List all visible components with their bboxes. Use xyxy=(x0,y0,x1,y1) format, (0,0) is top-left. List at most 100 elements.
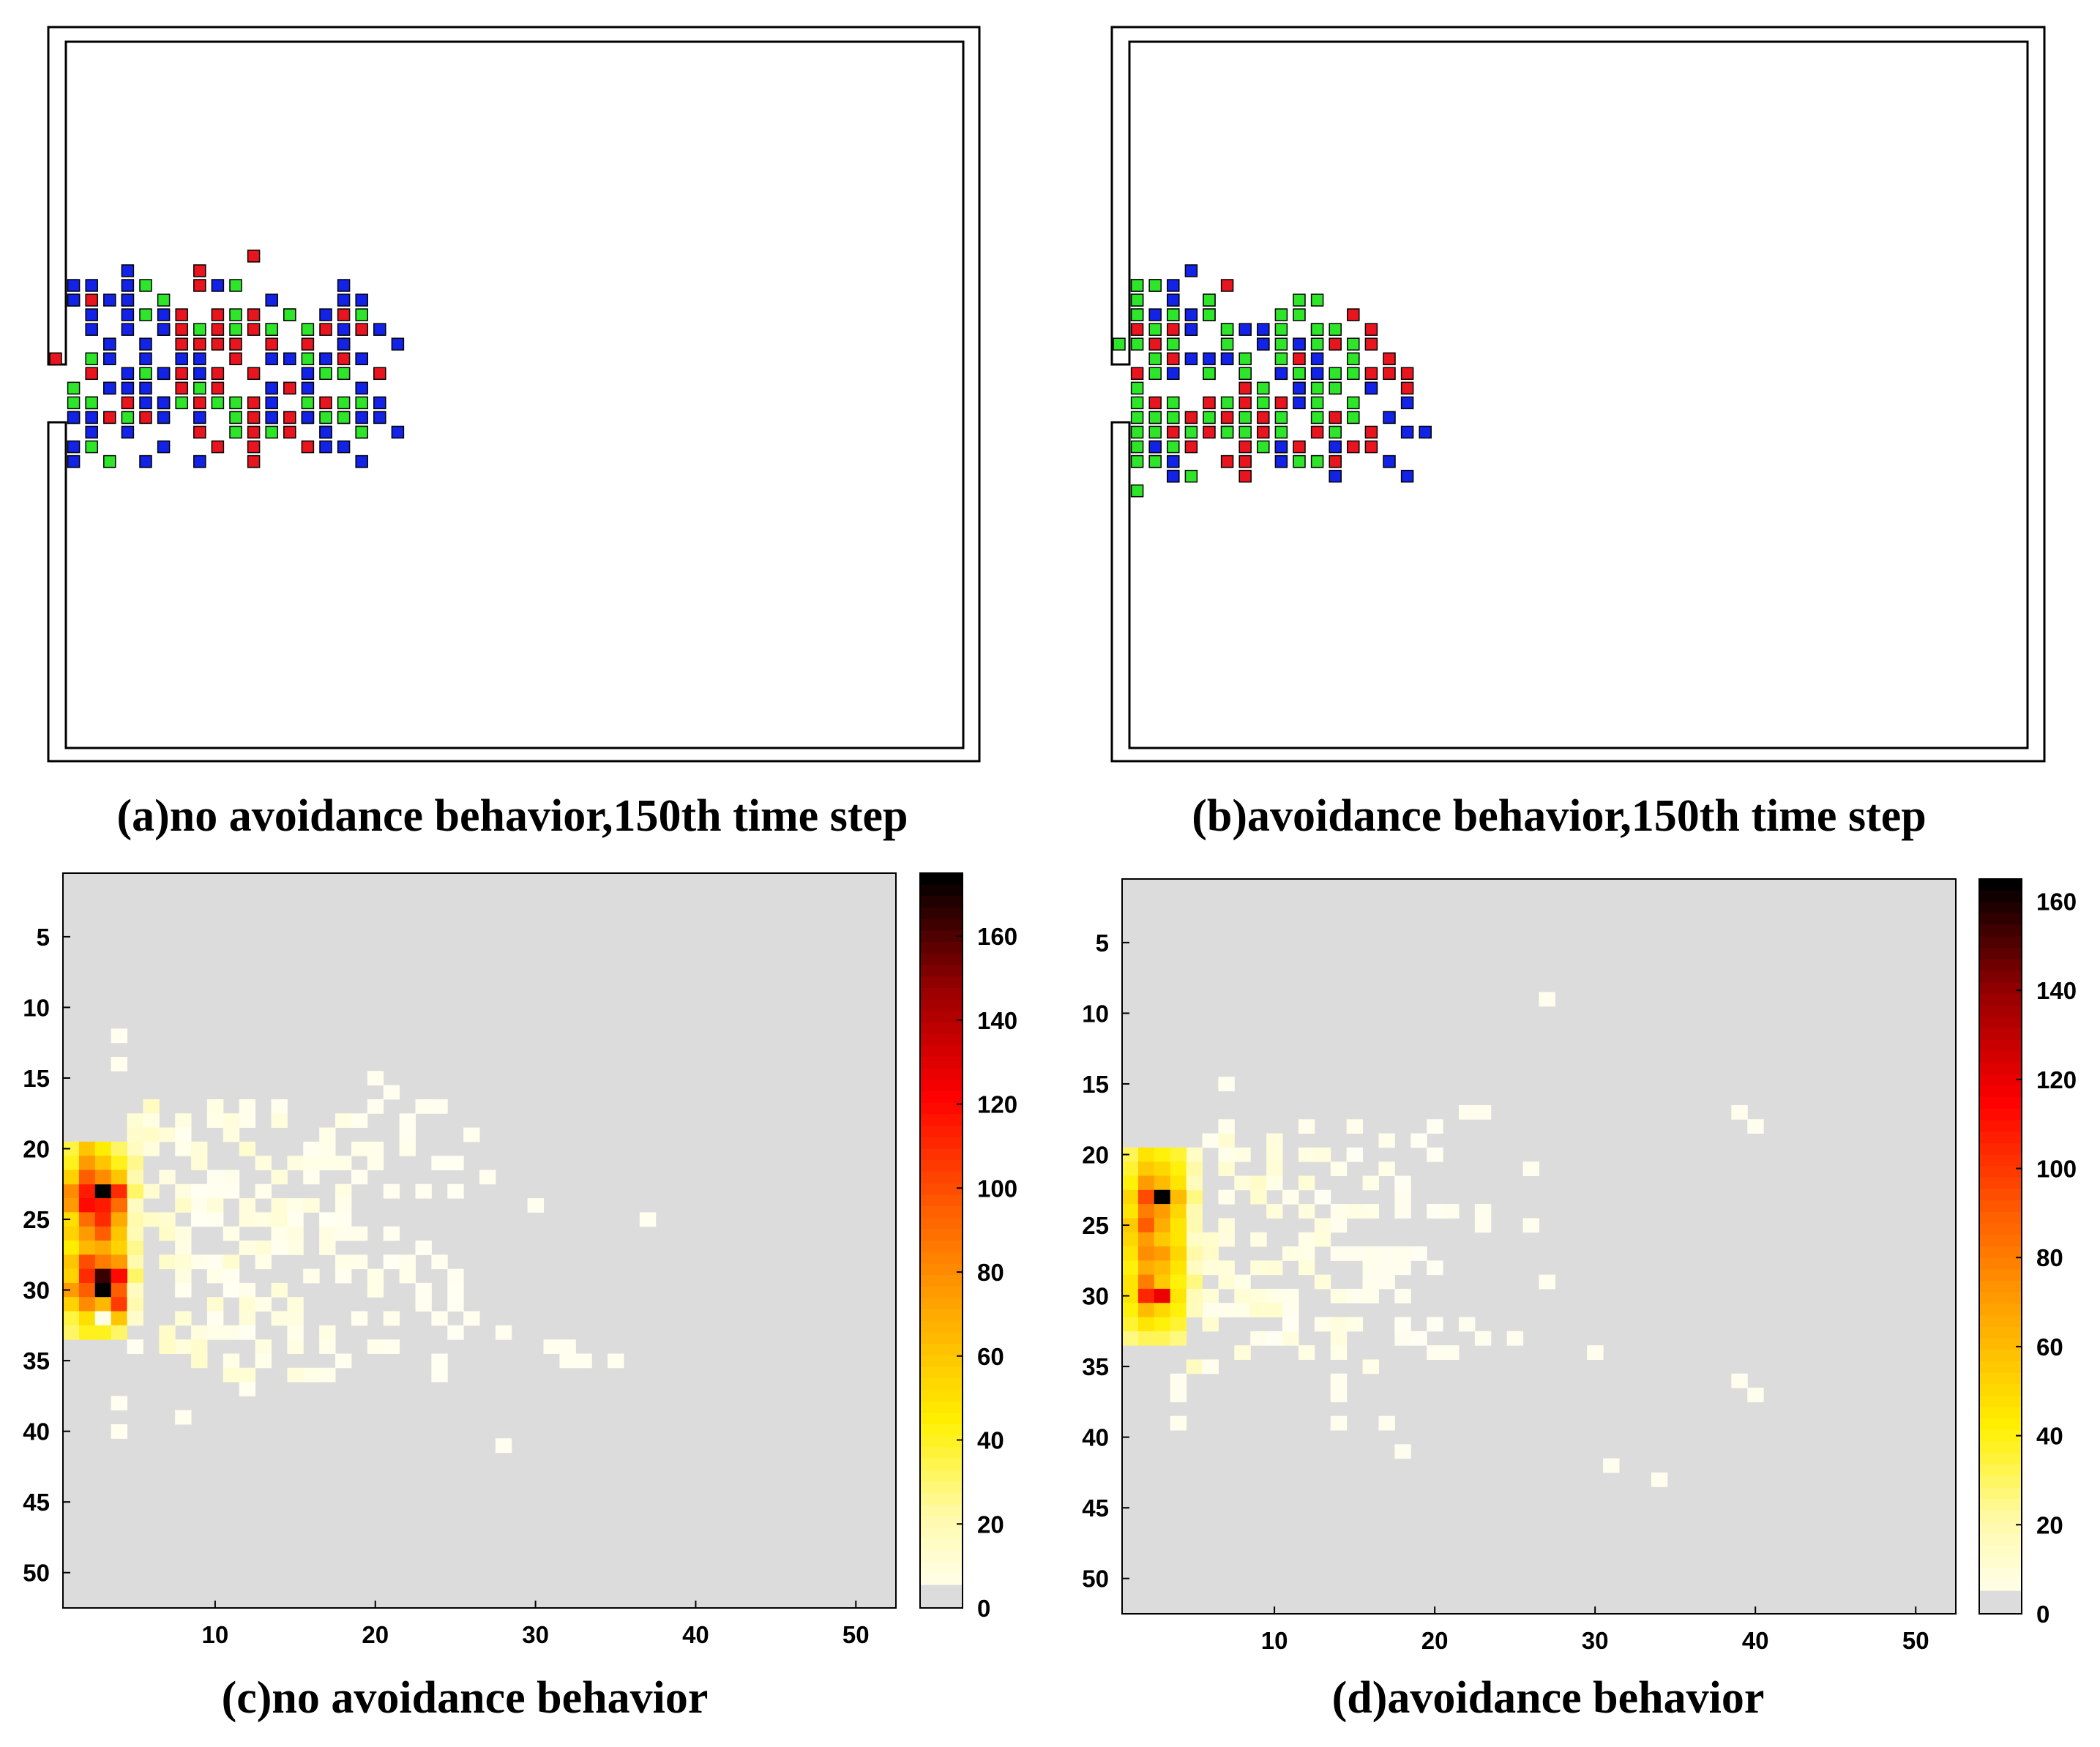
agent-red xyxy=(1148,396,1162,410)
heatmap-cell xyxy=(383,1085,400,1100)
heatmap-cell xyxy=(1539,992,1555,1007)
agent-green xyxy=(85,440,98,454)
agent-red xyxy=(211,440,225,454)
agent-blue xyxy=(157,367,171,381)
agent-red xyxy=(247,396,261,410)
agent-green xyxy=(1203,367,1216,381)
panel-a-room: (a)no avoidance behavior,150th time step xyxy=(47,26,981,841)
heatmap-cell xyxy=(271,1198,288,1213)
agent-red xyxy=(175,381,188,395)
x-tick-label: 20 xyxy=(362,1621,389,1648)
agent-green xyxy=(1274,337,1288,351)
heatmap-cell xyxy=(239,1113,256,1129)
heatmap-cell xyxy=(159,1226,176,1241)
heatmap-cell xyxy=(1378,1161,1395,1176)
colorbar-tick-label: 120 xyxy=(2036,1066,2077,1093)
agent-blue xyxy=(1400,425,1414,439)
heatmap-cell xyxy=(1170,1218,1187,1233)
agent-green xyxy=(229,411,242,424)
heatmap-cell xyxy=(1747,1119,1764,1134)
colorbar-segment xyxy=(920,1481,963,1494)
heatmap-cell xyxy=(1234,1303,1251,1318)
heatmap-cell xyxy=(1298,1260,1315,1276)
agent-red xyxy=(85,293,98,307)
heatmap-cell xyxy=(1137,1317,1155,1332)
colorbar-segment xyxy=(920,953,963,966)
heatmap-cell xyxy=(1266,1331,1283,1346)
heatmap-cell xyxy=(127,1297,143,1312)
heatmap-cell xyxy=(303,1141,320,1156)
heatmap-cell xyxy=(1266,1175,1283,1191)
heatmap-cell xyxy=(1154,1288,1171,1303)
heatmap-cell xyxy=(319,1339,336,1354)
heatmap-cell xyxy=(78,1297,96,1312)
colorbar-segment xyxy=(1979,879,2022,891)
heatmap-cell xyxy=(271,1241,288,1255)
agent-blue xyxy=(1400,469,1414,483)
agent-red xyxy=(1220,279,1234,292)
heatmap-cell xyxy=(1394,1317,1411,1332)
agent-blue xyxy=(1184,308,1198,321)
heatmap-cell xyxy=(319,1325,336,1340)
agent-red xyxy=(1220,454,1234,468)
agent-green xyxy=(1130,454,1144,468)
agent-green xyxy=(103,454,116,468)
agent-blue xyxy=(1310,367,1324,381)
heatmap-cell xyxy=(447,1325,464,1340)
heatmap-cell xyxy=(1266,1133,1283,1148)
agent-red xyxy=(85,367,98,381)
agent-green xyxy=(1310,454,1324,468)
heatmap-cell xyxy=(1170,1246,1187,1261)
heatmap-cell xyxy=(78,1156,96,1170)
heatmap-cell xyxy=(1282,1303,1299,1318)
agent-green xyxy=(355,396,368,410)
heatmap-cell xyxy=(1186,1218,1203,1233)
heatmap-cell xyxy=(1330,1345,1348,1360)
colorbar-segment xyxy=(1979,1039,2022,1052)
agent-blue xyxy=(85,308,98,321)
colorbar-segment xyxy=(920,1389,963,1402)
agent-blue xyxy=(1167,469,1180,483)
agent-red xyxy=(229,337,242,351)
y-tick-label: 10 xyxy=(23,994,50,1021)
agent-green xyxy=(355,308,368,321)
colorbar-tick-label: 100 xyxy=(2036,1156,2077,1183)
colorbar-segment xyxy=(1979,1338,2022,1350)
heatmap-cell xyxy=(1298,1204,1315,1219)
heatmap-cell xyxy=(1298,1246,1315,1261)
heatmap-cell xyxy=(1137,1232,1155,1247)
agent-red xyxy=(175,308,188,321)
heatmap-cell xyxy=(431,1353,448,1369)
heatmap-cell xyxy=(1137,1161,1155,1176)
agent-red xyxy=(1238,440,1252,454)
agent-blue xyxy=(265,352,278,365)
agent-red xyxy=(247,411,261,424)
heatmap-cell xyxy=(1266,1303,1283,1318)
heatmap-cell xyxy=(319,1367,336,1383)
colorbar-segment xyxy=(1979,1499,2022,1511)
agent-red xyxy=(1238,454,1252,468)
agent-red xyxy=(1310,425,1324,439)
agent-red xyxy=(247,425,261,439)
heatmap-cell xyxy=(175,1268,192,1284)
agent-green xyxy=(1167,308,1180,321)
colorbar-segment xyxy=(920,1366,963,1380)
colorbar-tick-label: 60 xyxy=(2036,1333,2063,1361)
heatmap-cell xyxy=(223,1353,240,1369)
x-tick-label: 50 xyxy=(1902,1627,1929,1654)
colorbar-tick-label: 120 xyxy=(977,1091,1017,1118)
heatmap-cell xyxy=(1250,1189,1267,1205)
heatmap-cell xyxy=(111,1212,128,1227)
agent-red xyxy=(337,352,351,365)
heatmap-cell xyxy=(1234,1175,1251,1191)
colorbar-segment xyxy=(1979,1246,2022,1259)
heatmap-cell xyxy=(1394,1246,1411,1261)
agent-green xyxy=(1310,381,1324,395)
caption-c: (c)no avoidance behavior xyxy=(222,1673,709,1723)
heatmap-cell xyxy=(1298,1147,1315,1162)
heatmap-cell xyxy=(1298,1232,1315,1247)
agent-blue xyxy=(121,308,135,321)
heatmap-cell xyxy=(1314,1218,1331,1233)
heatmap-cell xyxy=(255,1353,272,1369)
agent-blue xyxy=(1274,454,1288,468)
